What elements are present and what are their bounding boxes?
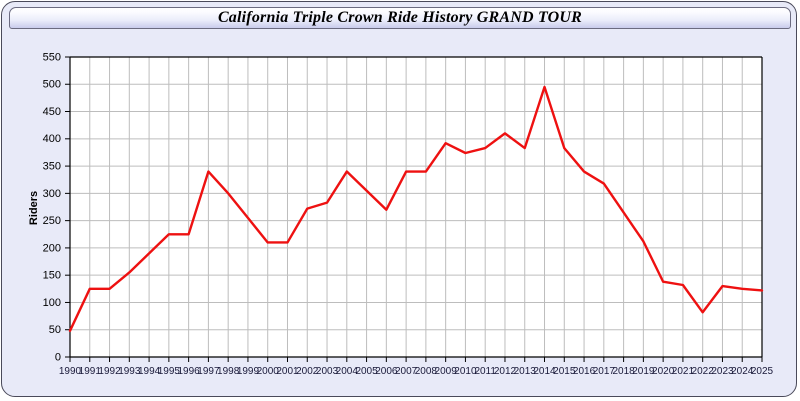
svg-text:1995: 1995 <box>158 366 181 377</box>
svg-text:2024: 2024 <box>731 366 754 377</box>
svg-text:2010: 2010 <box>454 366 477 377</box>
chart-title-bar: California Triple Crown Ride History GRA… <box>9 7 791 29</box>
svg-text:2014: 2014 <box>533 366 556 377</box>
vertical-gridlines <box>89 57 743 357</box>
svg-text:2020: 2020 <box>652 366 675 377</box>
svg-text:1990: 1990 <box>59 366 82 377</box>
x-axis-tick-labels: 1990199119921993199419951996199719981999… <box>59 366 774 377</box>
svg-text:2018: 2018 <box>612 366 635 377</box>
svg-text:150: 150 <box>43 270 61 282</box>
svg-text:2025: 2025 <box>751 366 774 377</box>
svg-text:2019: 2019 <box>632 366 655 377</box>
svg-text:2021: 2021 <box>672 366 695 377</box>
svg-text:2000: 2000 <box>257 366 280 377</box>
svg-text:2001: 2001 <box>276 366 299 377</box>
svg-text:2011: 2011 <box>474 366 496 377</box>
y-axis-tick-labels: 0 50 100 150 200 250 300 350 400 450 500 550 <box>43 51 61 363</box>
svg-text:250: 250 <box>43 215 61 227</box>
x-axis-tick-marks <box>69 357 763 362</box>
plot-background <box>70 57 762 357</box>
svg-text:550: 550 <box>43 51 61 63</box>
svg-text:500: 500 <box>43 79 61 91</box>
svg-text:2017: 2017 <box>593 366 616 377</box>
page-title: California Triple Crown Ride History GRA… <box>217 9 583 26</box>
svg-text:2023: 2023 <box>711 366 734 377</box>
svg-text:1991: 1991 <box>79 366 102 377</box>
svg-text:2003: 2003 <box>316 366 339 377</box>
svg-text:1998: 1998 <box>217 366 240 377</box>
svg-text:2007: 2007 <box>395 366 418 377</box>
svg-text:1993: 1993 <box>118 366 141 377</box>
svg-text:2016: 2016 <box>573 366 596 377</box>
svg-text:200: 200 <box>43 242 61 254</box>
svg-text:1994: 1994 <box>138 366 161 377</box>
svg-text:2008: 2008 <box>415 366 438 377</box>
svg-text:1992: 1992 <box>98 366 121 377</box>
svg-text:300: 300 <box>43 188 61 200</box>
svg-text:2009: 2009 <box>435 366 458 377</box>
svg-text:2022: 2022 <box>692 366 715 377</box>
svg-text:350: 350 <box>43 160 61 172</box>
svg-text:2004: 2004 <box>336 366 359 377</box>
svg-text:450: 450 <box>43 106 61 118</box>
svg-text:2012: 2012 <box>494 366 517 377</box>
svg-text:0: 0 <box>55 351 61 363</box>
axis-lines <box>69 56 763 358</box>
y-axis-tick-marks <box>65 56 70 358</box>
svg-text:2005: 2005 <box>355 366 378 377</box>
svg-text:50: 50 <box>49 324 61 336</box>
svg-text:1999: 1999 <box>237 366 260 377</box>
plot-area: Riders 0 50 100 150 200 250 300 350 400 450 500 550… <box>2 32 796 396</box>
svg-text:400: 400 <box>43 133 61 145</box>
svg-text:2015: 2015 <box>553 366 576 377</box>
svg-text:2013: 2013 <box>514 366 537 377</box>
svg-text:1996: 1996 <box>178 366 201 377</box>
svg-text:2006: 2006 <box>375 366 398 377</box>
data-series-line <box>68 85 764 333</box>
svg-text:100: 100 <box>43 297 61 309</box>
svg-text:2002: 2002 <box>296 366 319 377</box>
svg-text:1997: 1997 <box>197 366 220 377</box>
